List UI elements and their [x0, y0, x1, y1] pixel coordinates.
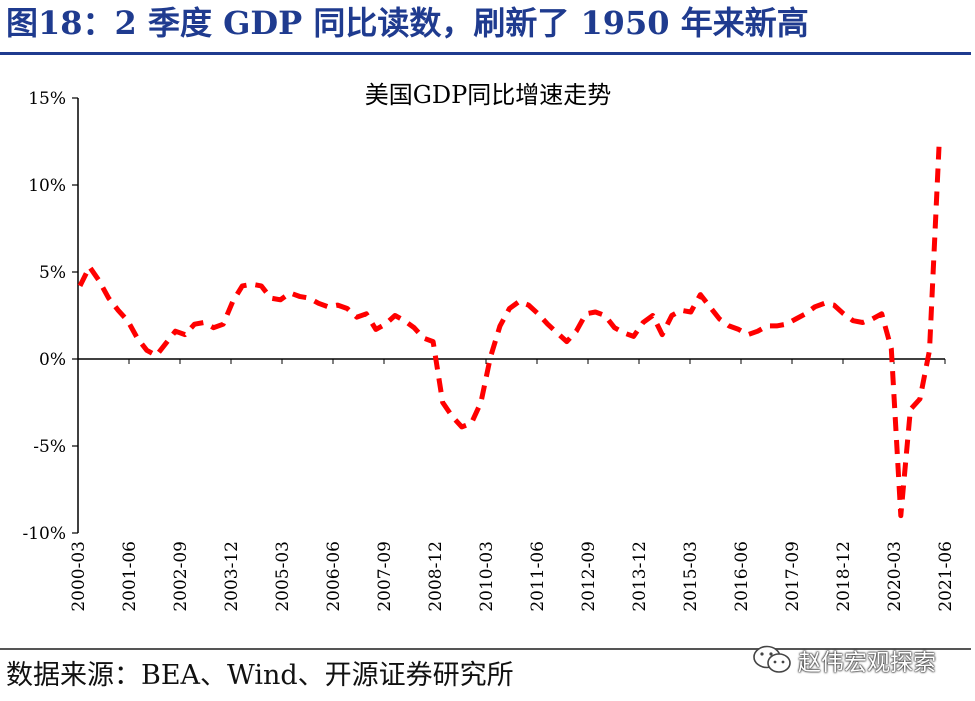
y-tick-label: 5%	[39, 263, 66, 283]
series-line-gdp-yoy	[77, 146, 942, 519]
x-tick-label: 2017-09	[783, 541, 803, 612]
x-tick-label: 2000-03	[69, 541, 89, 612]
x-tick-label: 2005-03	[273, 541, 293, 612]
y-tick-label: -10%	[22, 524, 66, 544]
x-tick-label: 2018-12	[834, 541, 854, 612]
x-tick-label: 2011-06	[528, 541, 548, 612]
footer-divider	[0, 648, 971, 650]
x-tick-label: 2020-03	[885, 541, 905, 612]
x-axis-ticks: 2000-03 2001-06 2002-09 2003-12 2005-03 2006-…	[69, 359, 956, 612]
y-axis-ticks: -10% -5% 0% 5% 10% 15%	[22, 89, 78, 544]
y-tick-label: 10%	[28, 176, 66, 196]
gdp-line-chart: 美国GDP同比增速走势 -10%-5%0%5%10%15% 2000-03 200…	[22, 81, 956, 612]
x-tick-label: 2006-06	[324, 541, 344, 612]
wechat-icon	[753, 645, 791, 673]
title-divider	[0, 52, 971, 55]
data-source: 数据来源：BEA、Wind、开源证券研究所	[6, 660, 514, 691]
x-tick-label: 2012-09	[579, 541, 599, 612]
y-tick-label: 15%	[28, 89, 66, 109]
watermark-text: 赵伟宏观探索	[798, 650, 936, 676]
x-tick-label: 2013-12	[630, 541, 650, 612]
x-tick-label: 2007-09	[375, 541, 395, 612]
x-tick-label: 2002-09	[171, 541, 191, 612]
x-tick-label: 2001-06	[120, 541, 140, 612]
chart-title: 美国GDP同比增速走势	[365, 81, 612, 109]
x-tick-label: 2010-03	[477, 541, 497, 612]
watermark: 赵伟宏观探索	[752, 640, 936, 680]
chart-axes	[77, 98, 945, 533]
y-tick-label: 0%	[39, 350, 66, 370]
figure-title: 图18：2 季度 GDP 同比读数，刷新了 1950 年来新高	[6, 4, 809, 42]
x-tick-label: 2008-12	[426, 541, 446, 612]
x-tick-label: 2021-06	[936, 541, 956, 612]
y-tick-label: -5%	[33, 437, 66, 457]
x-tick-label: 2015-03	[681, 541, 701, 612]
x-tick-label: 2003-12	[222, 541, 242, 612]
x-tick-label: 2016-06	[732, 541, 752, 612]
